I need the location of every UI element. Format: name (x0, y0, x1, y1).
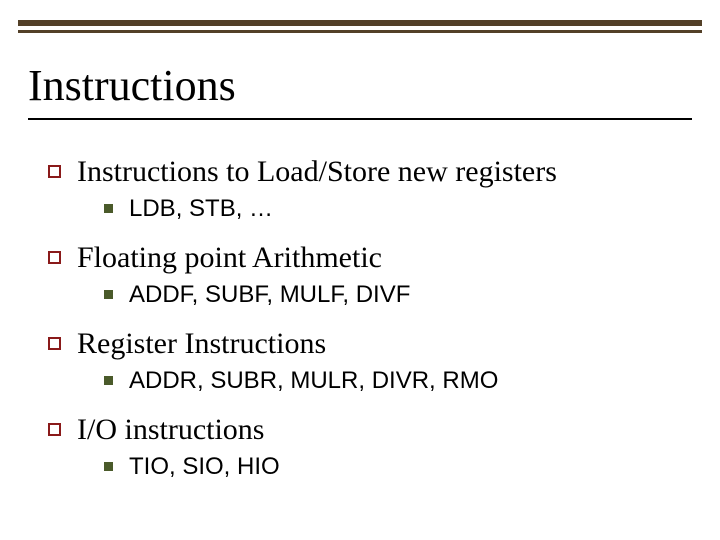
solid-square-bullet-icon (104, 204, 113, 213)
list-subitem: ADDR, SUBR, MULR, DIVR, RMO (104, 367, 680, 395)
list-item: Floating point Arithmetic (48, 241, 680, 275)
list-subitem-label: LDB, STB, … (129, 195, 273, 223)
top-rule-thick (18, 20, 702, 26)
solid-square-bullet-icon (104, 290, 113, 299)
hollow-square-bullet-icon (48, 165, 61, 178)
list-subitem: LDB, STB, … (104, 195, 680, 223)
title-underline (28, 118, 692, 120)
slide-content: Instructions to Load/Store new registers… (48, 155, 680, 499)
list-item: Instructions to Load/Store new registers (48, 155, 680, 189)
hollow-square-bullet-icon (48, 337, 61, 350)
solid-square-bullet-icon (104, 376, 113, 385)
list-item-label: Instructions to Load/Store new registers (77, 155, 557, 189)
list-item: Register Instructions (48, 327, 680, 361)
hollow-square-bullet-icon (48, 251, 61, 264)
list-subitem: ADDF, SUBF, MULF, DIVF (104, 281, 680, 309)
list-item: I/O instructions (48, 413, 680, 447)
list-item-label: Floating point Arithmetic (77, 241, 382, 275)
list-item-label: I/O instructions (77, 413, 265, 447)
list-subitem-label: ADDF, SUBF, MULF, DIVF (129, 281, 410, 309)
slide: Instructions Instructions to Load/Store … (0, 0, 720, 540)
hollow-square-bullet-icon (48, 423, 61, 436)
solid-square-bullet-icon (104, 462, 113, 471)
top-rule-thin (18, 30, 702, 33)
list-item-label: Register Instructions (77, 327, 326, 361)
list-subitem-label: TIO, SIO, HIO (129, 453, 280, 481)
list-subitem-label: ADDR, SUBR, MULR, DIVR, RMO (129, 367, 498, 395)
slide-title: Instructions (28, 60, 236, 111)
list-subitem: TIO, SIO, HIO (104, 453, 680, 481)
